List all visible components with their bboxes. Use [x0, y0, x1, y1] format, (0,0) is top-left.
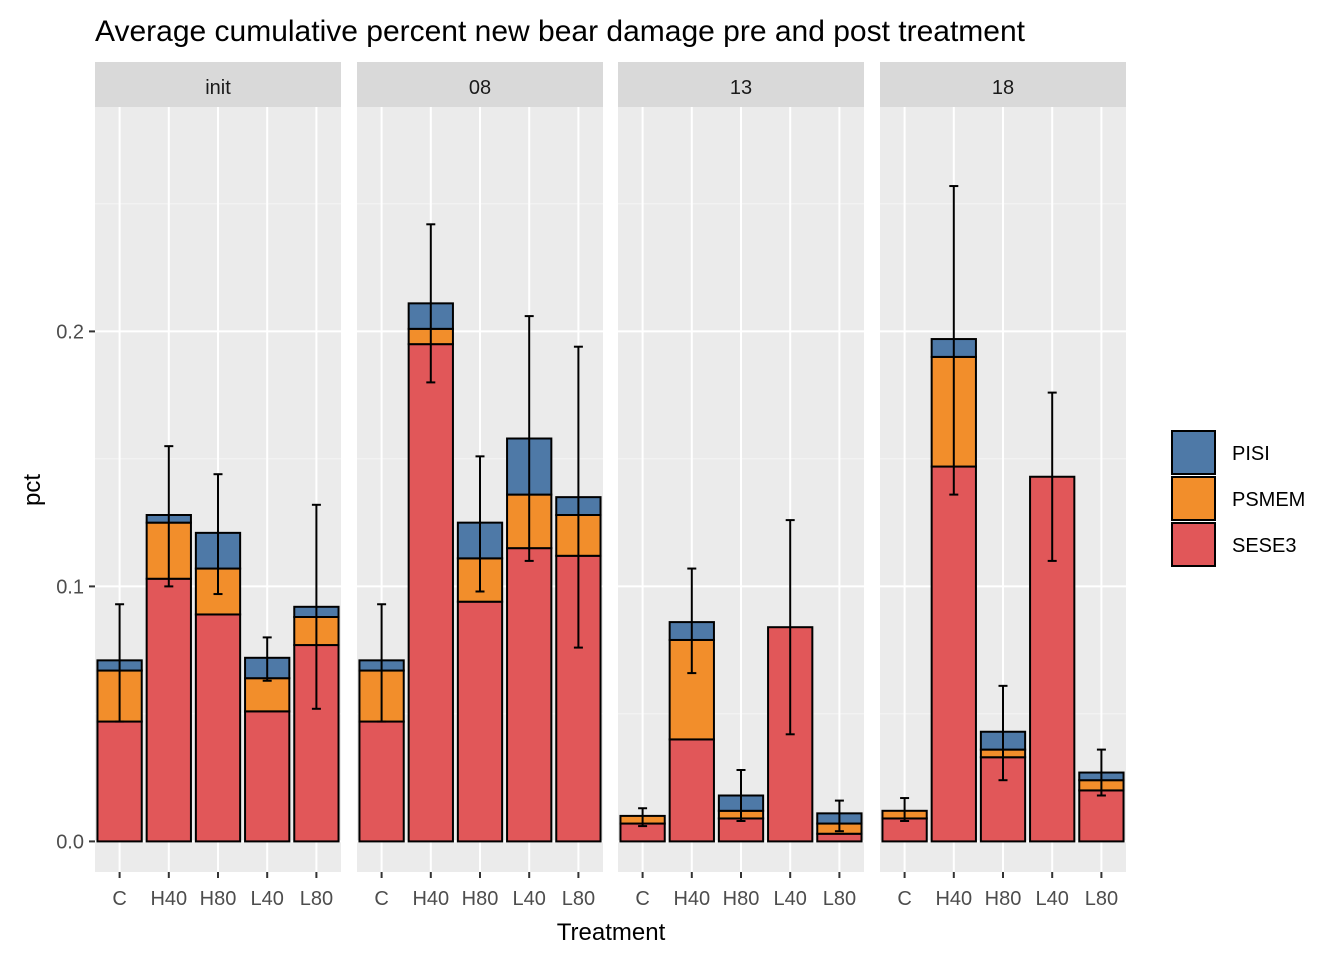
x-tick-label: L40 — [251, 888, 284, 910]
legend-entry-psmem: PSMEM — [1171, 476, 1305, 521]
facet-panel-08: 08 C H40 H80 L40 L80 — [357, 62, 603, 910]
bar-segment-sese3-h40 — [930, 465, 977, 843]
legend-entry-pisi: PISI — [1171, 430, 1270, 475]
x-tick-label: H40 — [412, 888, 449, 910]
error-bar-l80 — [834, 799, 844, 833]
x-axis-title: Treatment — [557, 919, 666, 946]
error-bar-c — [115, 603, 125, 723]
x-tick-label: H80 — [462, 888, 499, 910]
error-bar-l80 — [311, 503, 321, 710]
facet-strip — [95, 62, 341, 107]
x-tick-label: H80 — [723, 888, 760, 910]
error-bar-l40 — [524, 315, 534, 562]
bar-segment-sese3-l80 — [1078, 789, 1125, 843]
bar-segment-sese3-h40 — [668, 738, 715, 843]
x-tick-label: L40 — [513, 888, 546, 910]
x-tick-label: C — [374, 888, 388, 910]
facet-strip-label: 08 — [469, 77, 491, 99]
facet-strip — [880, 62, 1126, 107]
legend-label: PISI — [1232, 443, 1270, 465]
error-bar-h80 — [213, 473, 223, 596]
error-bar-c — [900, 797, 910, 822]
error-bar-h80 — [736, 769, 746, 822]
y-tick-label: 0.1 — [56, 576, 84, 598]
x-tick-label: L80 — [300, 888, 333, 910]
error-bar-c — [638, 807, 648, 828]
error-bar-h40 — [164, 445, 174, 588]
legend-swatch — [1171, 522, 1216, 567]
error-bar-h40 — [426, 223, 436, 384]
bar-segment-sese3-h40 — [407, 343, 454, 843]
facet-strip-label: init — [205, 77, 231, 99]
facet-panel-18: 18 C H40 H80 L40 L80 — [880, 62, 1126, 910]
x-tick-label: L40 — [1036, 888, 1069, 910]
legend-swatch — [1171, 430, 1216, 475]
x-tick-label: L80 — [562, 888, 595, 910]
error-bar-h40 — [949, 185, 959, 496]
y-axis-title: pct — [19, 474, 46, 506]
error-bar-c — [377, 603, 387, 723]
legend-label: PSMEM — [1232, 489, 1305, 511]
error-bar-l80 — [1096, 748, 1106, 797]
bar-segment-sese3-l40 — [506, 547, 553, 843]
bar-segment-sese3-h80 — [194, 613, 242, 843]
bar-segment-psmem-l40 — [244, 677, 291, 713]
y-tick-label: 0.0 — [56, 831, 84, 853]
x-tick-label: C — [112, 888, 126, 910]
y-tick-label: 0.2 — [56, 321, 84, 343]
error-bar-l40 — [1047, 391, 1057, 562]
bar-segment-sese3-l80 — [816, 832, 863, 843]
x-tick-label: H40 — [935, 888, 972, 910]
error-bar-h40 — [687, 567, 697, 675]
facet-strip-label: 13 — [730, 77, 752, 99]
chart-title: Average cumulative percent new bear dama… — [95, 15, 1026, 48]
x-tick-label: H40 — [150, 888, 187, 910]
y-axis: 0.0 0.1 0.2 — [56, 321, 95, 853]
legend-swatch — [1171, 476, 1216, 521]
x-tick-label: L80 — [823, 888, 856, 910]
facet-panels: init C H40 H80 L40 L80 08 C H40 H80 L40 L80 13 C H40 H8… — [95, 62, 1126, 910]
error-bar-l80 — [573, 345, 583, 649]
legend-label: SESE3 — [1232, 535, 1296, 557]
x-tick-label: H40 — [673, 888, 710, 910]
legend-entry-sese3: SESE3 — [1171, 522, 1296, 567]
bar-segment-sese3-h80 — [456, 600, 504, 843]
facet-strip-label: 18 — [992, 77, 1014, 99]
x-tick-label: C — [897, 888, 911, 910]
facet-strip — [357, 62, 603, 107]
error-bar-h80 — [475, 455, 485, 593]
x-tick-label: H80 — [200, 888, 237, 910]
bar-segment-sese3-c — [358, 720, 405, 843]
bar-segment-sese3-c — [96, 720, 143, 843]
error-bar-l40 — [262, 636, 272, 682]
facet-panel-init: init C H40 H80 L40 L80 — [95, 62, 341, 910]
error-bar-h80 — [998, 684, 1008, 782]
error-bar-l40 — [785, 519, 795, 736]
bar-segment-sese3-h40 — [145, 577, 192, 843]
x-tick-label: H80 — [985, 888, 1022, 910]
facet-strip — [618, 62, 864, 107]
x-tick-label: L80 — [1085, 888, 1118, 910]
bar-segment-sese3-l40 — [244, 710, 291, 843]
facet-panel-13: 13 C H40 H80 L40 L80 — [618, 62, 864, 910]
legend: PISI PSMEM SESE3 — [1171, 430, 1305, 567]
x-tick-label: L40 — [774, 888, 807, 910]
x-tick-label: C — [635, 888, 649, 910]
